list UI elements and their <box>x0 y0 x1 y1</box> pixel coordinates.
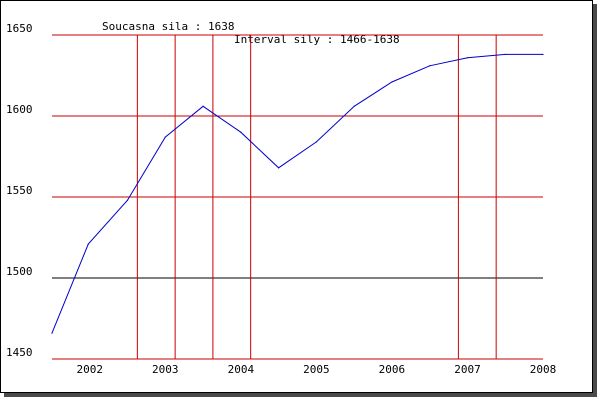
y-tick-label-1500: 1500 <box>6 265 33 278</box>
y-tick-label-1650: 1650 <box>6 22 33 35</box>
data-point-1-8 <box>315 141 317 143</box>
data-point-1-7 <box>278 167 280 169</box>
x-tick-label-2003: 2003 <box>152 363 179 376</box>
current-strength-label: Soucasna sila : 1638 <box>102 20 235 33</box>
data-point-1-3 <box>126 199 129 201</box>
x-tick-label-2006: 2006 <box>379 363 406 376</box>
data-point-1-5 <box>202 105 204 107</box>
data-point-1-14 <box>542 53 544 56</box>
y-tick-label-1450: 1450 <box>6 346 33 359</box>
series-line-1 <box>51 53 543 334</box>
chart-header: Soucasna sila : 1638 Interval sily : 146… <box>1 7 592 59</box>
x-tick-label-2004: 2004 <box>228 363 255 376</box>
data-point-1-9 <box>353 105 355 107</box>
strength-interval-label: Interval sily : 1466-1638 <box>234 33 400 46</box>
x-tick-label-2005: 2005 <box>303 363 330 376</box>
data-point-1-6 <box>240 131 242 133</box>
y-tick-label-1600: 1600 <box>6 103 33 116</box>
x-tick-label-2002: 2002 <box>77 363 104 376</box>
data-point-1-13 <box>504 53 506 56</box>
data-point-1-1 <box>51 332 53 334</box>
data-point-1-11 <box>429 65 431 67</box>
data-point-1-2 <box>87 243 89 245</box>
y-tick-label-1550: 1550 <box>6 184 33 197</box>
x-tick-label-2008: 2008 <box>530 363 557 376</box>
x-tick-label-2007: 2007 <box>454 363 481 376</box>
data-point-1-4 <box>164 136 166 138</box>
data-point-1-12 <box>466 57 469 59</box>
data-point-1-10 <box>391 81 393 83</box>
